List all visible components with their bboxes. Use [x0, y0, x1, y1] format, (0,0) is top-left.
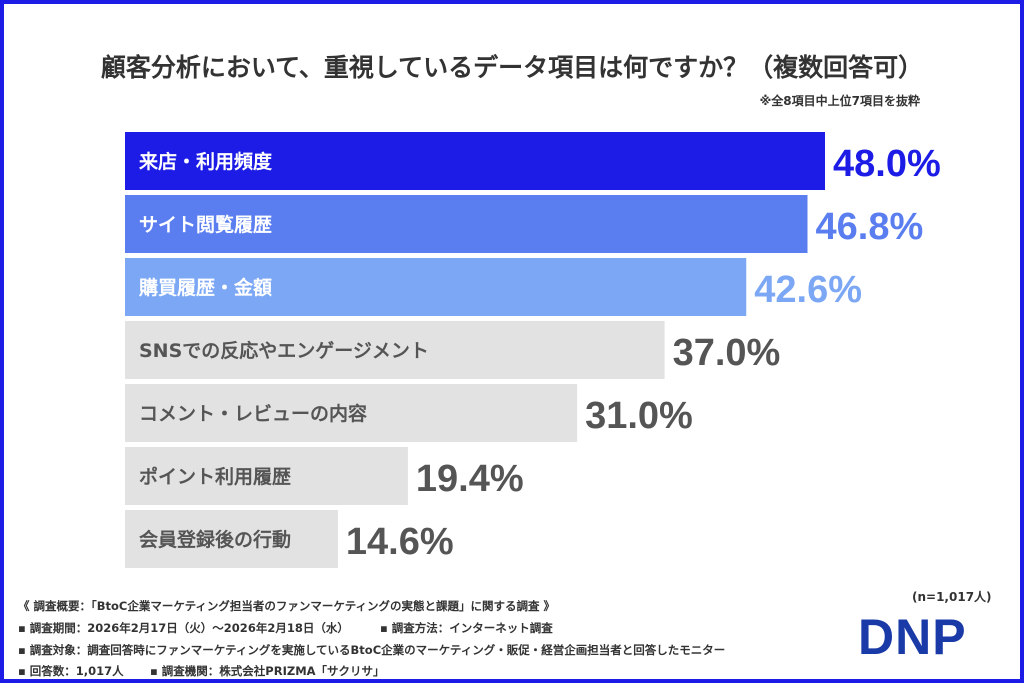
category-label: サイト閲覧履歴: [139, 213, 272, 236]
value-label: 37.0%: [673, 332, 781, 374]
footer-method: ▪ 調査方法：インターネット調査: [380, 621, 553, 635]
value-label: 31.0%: [585, 395, 693, 437]
category-label: コメント・レビューの内容: [139, 402, 367, 425]
footer-target: ▪ 調査対象：調査回答時にファンマーケティングを実施しているBtoC企業のマーケ…: [18, 643, 726, 657]
bar: [125, 447, 408, 505]
bar: [125, 258, 747, 316]
category-label: 購買履歴・金額: [139, 276, 272, 299]
value-label: 48.0%: [833, 143, 941, 185]
category-label: ポイント利用履歴: [139, 465, 291, 488]
bar: [125, 321, 665, 379]
sample-size: (n=1,017人): [912, 590, 992, 604]
category-label: SNSでの反応やエンゲージメント: [139, 339, 429, 362]
category-label: 来店・利用頻度: [139, 150, 273, 173]
footer-org: ▪ 調査機関：株式会社PRIZMA「サクリサ」: [150, 664, 385, 678]
footer-period: ▪ 調査期間：2026年2月17日（火）〜2026年2月18日（水）: [18, 621, 349, 635]
footer-responses: ▪ 回答数：1,017人: [18, 664, 124, 678]
footer-overview: 《 調査概要：「BtoC企業マーケティング担当者のファンマーケティングの実態と課…: [18, 599, 556, 613]
chart-title: 顧客分析において、重視しているデータ項目は何ですか？（複数回答可）: [100, 53, 924, 82]
chart-note: ※全8項目中上位7項目を抜粋: [759, 94, 920, 108]
bar: [125, 384, 578, 442]
value-label: 19.4%: [416, 458, 524, 500]
value-label: 42.6%: [754, 269, 862, 311]
dnp-logo: DNP: [858, 609, 967, 665]
category-label: 会員登録後の行動: [139, 528, 291, 551]
value-label: 46.8%: [816, 206, 924, 248]
bar: [125, 510, 338, 568]
bar: [125, 195, 808, 253]
value-label: 14.6%: [346, 521, 454, 563]
bar: [125, 132, 825, 190]
